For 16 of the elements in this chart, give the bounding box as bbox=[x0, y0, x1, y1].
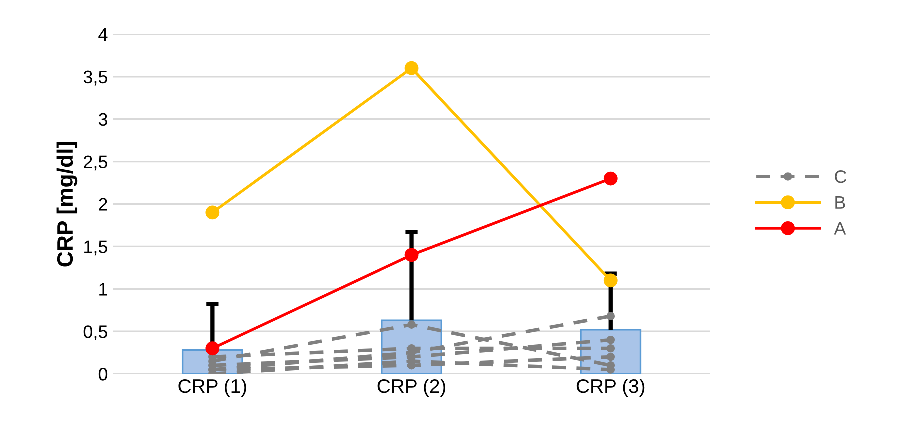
y-tick-label: 0,5 bbox=[84, 326, 108, 340]
y-tick-label: 2,5 bbox=[84, 156, 108, 171]
y-tick-label: 0 bbox=[98, 368, 108, 381]
y-tick-label: 2 bbox=[99, 198, 108, 211]
legend-label: C bbox=[835, 170, 847, 184]
x-tick-label: CRP (2) bbox=[378, 378, 446, 398]
y-tick-label: 3 bbox=[98, 113, 108, 126]
y-axis-title: CRP [mg/dl] bbox=[56, 142, 78, 267]
x-tick-label: CRP (1) bbox=[178, 378, 246, 398]
legend-label: A bbox=[834, 222, 846, 235]
y-tick-label: 1 bbox=[100, 283, 108, 296]
y-tick-label: 1,5 bbox=[84, 240, 108, 256]
y-tick-label: 4 bbox=[98, 28, 108, 41]
x-tick-label: CRP (3) bbox=[576, 378, 645, 398]
y-tick-label: 3,5 bbox=[84, 70, 108, 86]
legend-label: B bbox=[836, 196, 846, 209]
